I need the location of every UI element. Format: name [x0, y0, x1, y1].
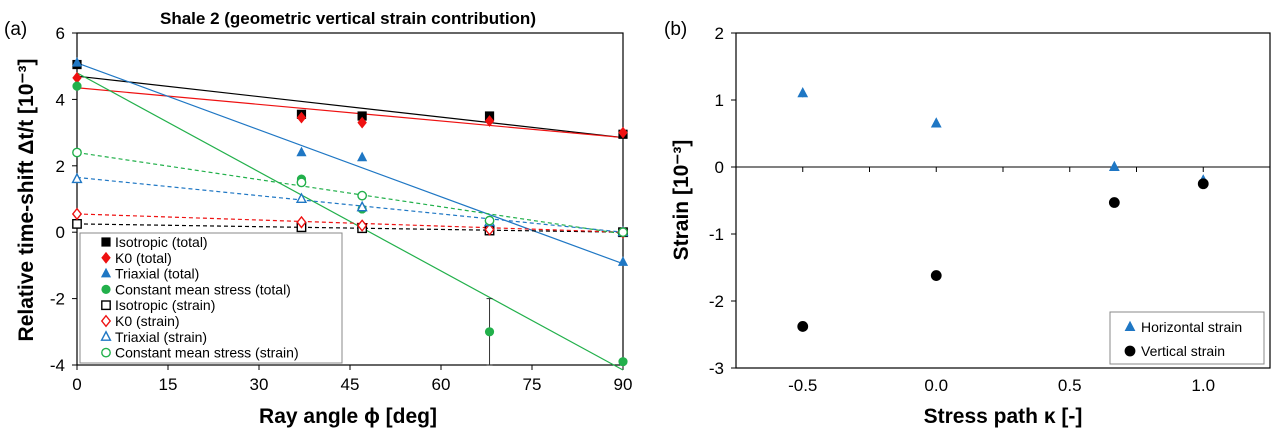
panel-a-point-s7: [296, 177, 307, 188]
panel-b-legend-marker: [1124, 320, 1136, 332]
panel-a-point-s3: [72, 81, 82, 91]
panel-a-ytick-label: 0: [56, 223, 65, 242]
panel-a-xtick-label: 0: [72, 375, 81, 394]
panel-b-frame: [735, 32, 1271, 369]
panel-a-point-s5: [484, 223, 495, 236]
panel-a-xtick-label: 60: [432, 375, 451, 394]
panel-a-point-s5: [296, 215, 307, 229]
panel-a-xlabel: Ray angle ϕ [deg]: [259, 405, 437, 428]
panel-a-fit-line-1: [76, 87, 624, 139]
panel-b-legend-marker: [1124, 345, 1136, 357]
panel-a-legend-label: Triaxial (strain): [115, 329, 207, 345]
panel-b-point-s0: [797, 87, 809, 98]
panel-a-point-s1: [296, 111, 307, 124]
panel-a-xtick-label: 90: [614, 375, 633, 394]
panel-a-fit-line-0: [76, 75, 624, 139]
panel-a-point-s4: [72, 218, 82, 229]
panel-a-point-s3: [618, 357, 628, 367]
panel-a-point-s1: [484, 115, 495, 127]
panel-a-point-s2: [617, 256, 629, 266]
panel-a-legend-marker: [101, 251, 111, 264]
panel-a-legend-label: Isotropic (strain): [115, 297, 215, 313]
panel-a-legend-marker: [101, 237, 111, 247]
panel-a-legend-label: Constant mean stress (strain): [115, 345, 299, 361]
panel-a-xtick-label: 45: [341, 375, 360, 394]
panel-a-legend-label: Triaxial (total): [115, 266, 199, 282]
panel-b-point-s0: [1108, 160, 1120, 172]
panel-b-xlabel: Stress path κ [-]: [924, 405, 1083, 428]
panel-a-point-s2: [296, 146, 307, 157]
panel-a-legend-label: K0 (total): [115, 250, 172, 266]
panel-b-point-s1: [930, 270, 942, 281]
panel-a-point-s3: [484, 327, 495, 337]
panel-b-plot: -3 -2 -1 0 1 2 -0.5 0.0 0.5 1.0 Horizontal strain V…: [709, 24, 1271, 395]
panel-a-point-s5: [357, 219, 368, 232]
panel-a-ytick-label: -4: [50, 356, 65, 375]
panel-b-legend-label: Vertical strain: [1141, 343, 1225, 359]
panel-b-label: (b): [664, 19, 687, 40]
panel-a-ylabel: Relative time-shift Δt/t [10⁻³]: [15, 59, 38, 342]
panel-a-legend-marker: [100, 267, 112, 278]
panel-a-fit-line-4: [76, 223, 624, 233]
panel-a-point-s6: [295, 192, 308, 204]
panel-a-fit-line-5: [76, 213, 624, 233]
panel-a-fit-line-7: [76, 151, 624, 235]
panel-a-ytick-label: 6: [56, 24, 65, 43]
panel-b-legend-label: Horizontal strain: [1141, 319, 1242, 335]
panel-a-legend-label: Isotropic (total): [115, 234, 208, 250]
panel-a-point-s2: [71, 56, 83, 67]
panel-b-ytick-label: 1: [715, 91, 724, 110]
panel-a-legend-marker: [101, 300, 111, 311]
panel-a-fit-line-3: [76, 72, 624, 371]
panel-a-fit-line-6: [76, 176, 624, 233]
panel-b-point-s0: [930, 117, 942, 128]
panel-a-ytick-label: 4: [56, 90, 65, 109]
panel-a-legend-box: [79, 232, 343, 364]
panel-b-ytick-label: -2: [709, 292, 724, 311]
panel-a-ytick-label: 2: [56, 157, 65, 176]
panel-b-ytick-label: -3: [709, 359, 724, 378]
panel-b-ytick-label: 0: [715, 158, 724, 177]
panel-a-ytick-label: -2: [50, 290, 65, 309]
panel-b-point-s1: [797, 321, 809, 332]
panel-b-xtick-label: 0.5: [1058, 376, 1082, 395]
panel-a-point-s1: [357, 116, 367, 129]
panel-a-title: Shale 2 (geometric vertical strain contr…: [160, 9, 536, 28]
panel-b-ylabel: Strain [10⁻³]: [670, 140, 693, 261]
panel-a-xtick-label: 75: [523, 375, 542, 394]
panel-b-legend-box: [1109, 311, 1265, 365]
panel-a-point-s7: [357, 190, 368, 201]
panel-b-xtick-label: 0.0: [924, 376, 948, 395]
panel-b-ytick-label: 2: [715, 24, 724, 43]
panel-b-point-s1: [1197, 178, 1209, 190]
panel-a-point-s7: [618, 227, 628, 238]
panel-a-point-s2: [357, 151, 368, 162]
panel-a-point-s6: [356, 200, 368, 212]
panel-a-label: (a): [4, 19, 27, 40]
panel-b-ytick-label: -1: [709, 225, 724, 244]
panel-b-xtick-label: -0.5: [788, 376, 817, 395]
panel-a-xtick-label: 30: [250, 375, 269, 394]
panel-a-point-s7: [484, 215, 495, 226]
panel-b-point-s1: [1108, 197, 1120, 208]
panel-a-legend-label: Constant mean stress (total): [115, 281, 291, 297]
panel-a-point-s6: [71, 172, 83, 184]
panel-a-legend-label: K0 (strain): [115, 313, 180, 329]
panel-a-legend-marker: [101, 284, 111, 294]
panel-a-xtick-label: 15: [159, 375, 178, 394]
panel-b-xtick-label: 1.0: [1191, 376, 1215, 395]
panel-a-point-s7: [72, 147, 82, 158]
panel-a-legend-marker: [100, 330, 112, 341]
panel-a-legend-marker: [100, 314, 112, 328]
panel-a-point-s1: [618, 126, 628, 139]
panel-a-legend-marker: [101, 347, 111, 358]
panel-a-point-s5: [71, 207, 83, 221]
